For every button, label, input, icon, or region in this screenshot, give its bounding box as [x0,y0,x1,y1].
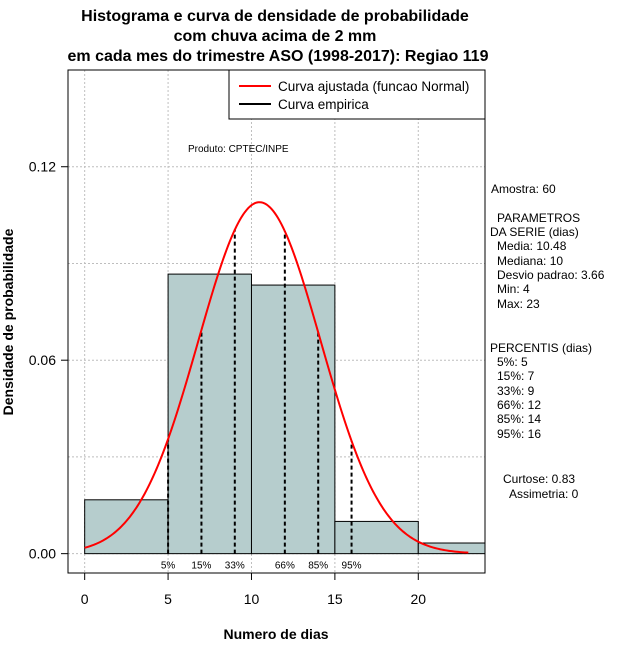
params-title-1: PARAMETROS [497,211,580,225]
legend-box [228,69,486,120]
histogram-bar-2 [250,284,336,555]
percentiles-title: PERCENTIS (dias) [490,341,592,355]
x-tick-label-1: 5 [164,591,172,607]
x-tick-label-4: 20 [410,591,426,607]
x-tick-label-3: 15 [327,591,343,607]
y-tick-label-1: 0.06 [29,352,56,368]
pct-5: 5%: 5 [497,355,528,369]
percentile-label-0: 5% [161,561,176,572]
stat-sd: Desvio padrao: 3.66 [497,268,605,282]
percentile-label-3: 66% [275,561,295,572]
chart-title-line-3: em cada mes do trimestre ASO (1998-2017)… [68,48,489,65]
percentile-lines: 5% 15% 33% 66% 85% 95% [161,229,362,572]
pct-85: 85%: 14 [497,412,541,426]
y-axis: 0.00 0.06 0.12 [29,159,68,562]
chart-title-line-2: com chuva acima de 2 mm [174,28,377,45]
product-annotation: Produto: CPTEC/INPE [188,144,289,155]
stat-min: Min: 4 [497,282,530,296]
percentile-label-1: 15% [191,561,211,572]
normal-curve [84,201,469,554]
stat-skewness: Assimetria: 0 [509,487,579,501]
chart-title-line-1: Histograma e curva de densidade de proba… [81,8,469,25]
histogram-bars [84,273,486,555]
legend-label-empirical: Curva empirica [278,97,369,112]
sample-size: Amostra: 60 [491,182,556,196]
histogram-bar-1 [167,273,252,555]
legend-label-fitted: Curva ajustada (funcao Normal) [278,79,469,94]
stat-kurtosis: Curtose: 0.83 [503,472,575,486]
x-axis: 0 5 10 15 20 [81,573,426,607]
stat-mean: Media: 10.48 [497,239,567,253]
x-tick-label-2: 10 [244,591,260,607]
percentile-label-4: 85% [308,561,328,572]
stat-max: Max: 23 [497,297,540,311]
x-tick-label-0: 0 [81,591,89,607]
x-axis-title: Numero de dias [223,626,328,642]
statistics-panel: Amostra: 60 PARAMETROS DA SERIE (dias) M… [490,182,605,501]
pct-66: 66%: 12 [497,398,541,412]
params-title-2: DA SERIE (dias) [490,225,579,239]
legend: Curva ajustada (funcao Normal) Curva emp… [228,69,486,120]
y-tick-label-2: 0.12 [29,159,56,175]
pct-95: 95%: 16 [497,427,541,441]
percentile-label-2: 33% [225,561,245,572]
pct-33: 33%: 9 [497,384,535,398]
y-axis-title: Densidade de probabilidade [0,228,16,415]
pct-15: 15%: 7 [497,369,535,383]
percentile-label-5: 95% [342,561,362,572]
y-tick-label-0: 0.00 [29,546,56,562]
stat-median: Mediana: 10 [497,254,563,268]
histogram-bar-0 [84,499,169,555]
histogram-bar-3 [334,520,419,555]
